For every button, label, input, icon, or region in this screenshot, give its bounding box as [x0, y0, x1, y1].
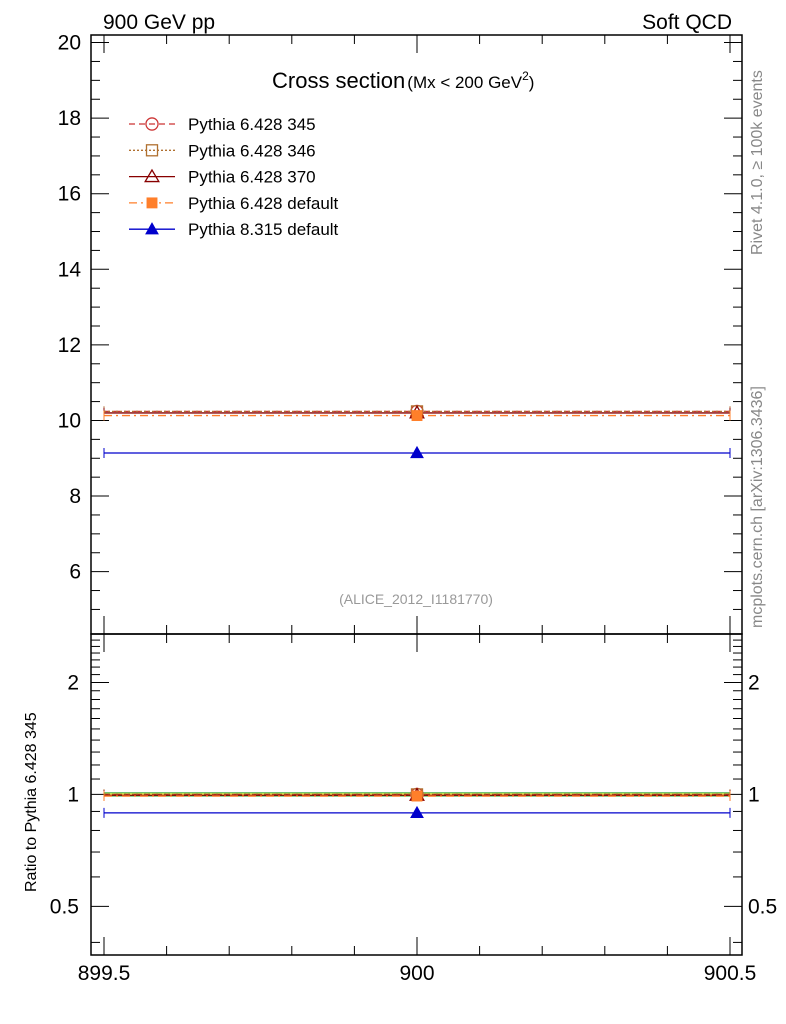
ratio-y-axis-label: Ratio to Pythia 6.428 345 — [23, 712, 40, 892]
legend-marker — [145, 117, 159, 131]
legend-marker — [145, 144, 159, 157]
main-y-tick-label: 6 — [69, 561, 81, 584]
header-category-label: Soft QCD — [642, 11, 732, 34]
ratio-y-tick-label-right: 2 — [748, 671, 760, 694]
legend-entry-label: Pythia 6.428 default — [188, 194, 339, 213]
x-tick-label: 900.5 — [704, 962, 757, 985]
main-y-tick-label: 10 — [58, 409, 81, 432]
x-tick-label: 899.5 — [78, 962, 131, 985]
main-series-group — [103, 404, 731, 459]
ratio-series-point — [410, 805, 424, 818]
header-energy-label: 900 GeV pp — [103, 11, 215, 34]
chart-title-close: ) — [529, 73, 535, 92]
chart-title-sup: 2 — [522, 69, 529, 83]
main-y-tick-label: 12 — [58, 334, 81, 357]
main-y-tick-label: 20 — [58, 32, 81, 55]
ratio-series-group — [103, 787, 731, 818]
x-axis: 899.5 900 900.5 — [78, 35, 757, 985]
legend-marker — [144, 168, 160, 183]
rivet-version-label: Rivet 4.1.0, ≥ 100k events — [749, 70, 766, 255]
ratio-y-tick-label-left: 2 — [67, 671, 79, 694]
legend-marker — [146, 197, 158, 209]
main-series-point — [411, 410, 423, 422]
legend-marker — [145, 222, 159, 235]
legend-entry-label: Pythia 8.315 default — [188, 220, 339, 239]
chart-title-main: Cross section — [272, 68, 405, 93]
main-series-point — [410, 445, 424, 459]
main-y-tick-label: 18 — [58, 107, 81, 130]
chart-title: Cross section (Mx < 200 GeV2) — [272, 68, 534, 93]
legend-entry-label: Pythia 6.428 370 — [188, 168, 316, 187]
ratio-y-axis: 0.5 0.5 1 1 2 2 — [50, 639, 777, 943]
chart-title-sub: (Mx < 200 GeV — [407, 73, 522, 92]
legend: Pythia 6.428 345 Pythia 6.428 346 Pythia 6… — [129, 115, 339, 239]
ratio-y-tick-label-right: 1 — [748, 783, 760, 806]
analysis-watermark: (ALICE_2012_I1181770) — [339, 591, 493, 607]
x-tick-label: 900 — [399, 962, 434, 985]
main-y-tick-label: 8 — [69, 485, 81, 508]
ratio-y-tick-label-right: 0.5 — [748, 895, 777, 918]
legend-entry-label: Pythia 6.428 346 — [188, 141, 316, 160]
legend-entry-label: Pythia 6.428 345 — [188, 115, 316, 134]
ratio-y-tick-label-left: 0.5 — [50, 895, 79, 918]
mcplots-reference-label: mcplots.cern.ch [arXiv:1306.3436] — [749, 386, 766, 628]
main-y-axis: 6 8 10 12 14 16 18 20 — [58, 32, 742, 610]
main-y-tick-label: 16 — [58, 183, 81, 206]
ratio-y-tick-label-left: 1 — [67, 783, 79, 806]
main-y-tick-label: 14 — [58, 258, 82, 281]
ratio-series-point — [411, 790, 423, 802]
